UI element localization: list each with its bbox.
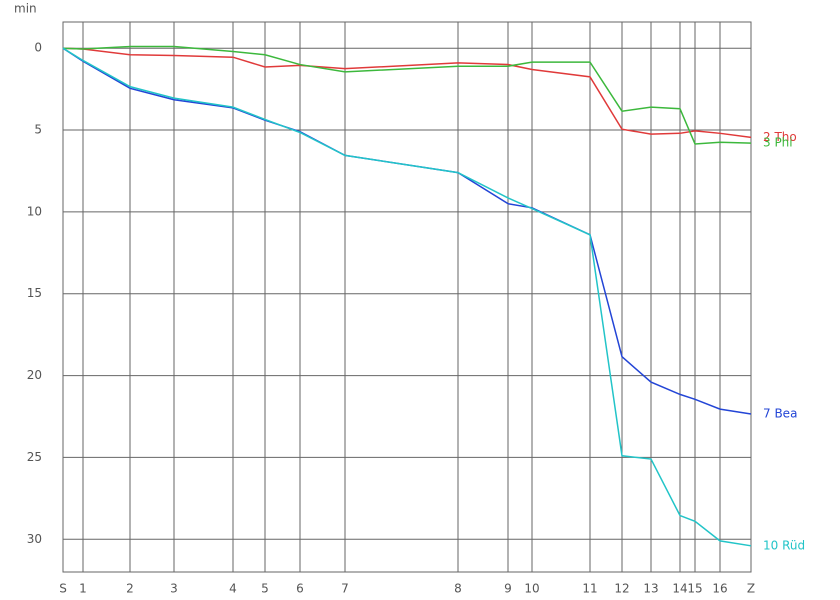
series-label: 2 Tho [763, 130, 797, 144]
x-tick-label: 14 [672, 582, 687, 596]
x-tick-label: 11 [582, 582, 597, 596]
x-tick-label: 13 [643, 582, 658, 596]
x-tick-label: S [59, 582, 67, 596]
y-tick-label: 15 [27, 286, 42, 300]
y-tick-label: 30 [27, 532, 42, 546]
y-tick-label: 0 [34, 41, 42, 55]
plot-frame [62, 21, 752, 573]
y-tick-label: 10 [27, 204, 42, 218]
x-tick-label: 10 [524, 582, 539, 596]
y-tick-label: 20 [27, 368, 42, 382]
x-tick-label: 12 [614, 582, 629, 596]
series-line [62, 47, 752, 139]
x-tick-label: 1 [79, 582, 87, 596]
y-axis-label: min [14, 2, 37, 16]
series-label: 10 Rüd [763, 538, 805, 552]
x-tick-label: 5 [261, 582, 269, 596]
x-tick-label: Z [747, 582, 755, 596]
series-line [62, 47, 752, 547]
y-tick-label: 25 [27, 450, 42, 464]
x-tick-label: 3 [170, 582, 178, 596]
series-label: 7 Bea [763, 407, 797, 421]
y-tick-label: 5 [34, 123, 42, 137]
x-tick-label: 6 [296, 582, 304, 596]
x-tick-label: 2 [126, 582, 134, 596]
series-line [62, 47, 752, 415]
x-tick-label: 15 [687, 582, 702, 596]
x-tick-label: 7 [341, 582, 349, 596]
x-tick-label: 9 [504, 582, 512, 596]
x-tick-label: 16 [712, 582, 727, 596]
series-line [62, 45, 752, 145]
x-tick-label: 4 [229, 582, 237, 596]
series-label: 3 Phi [763, 136, 793, 150]
x-tick-label: 8 [454, 582, 462, 596]
